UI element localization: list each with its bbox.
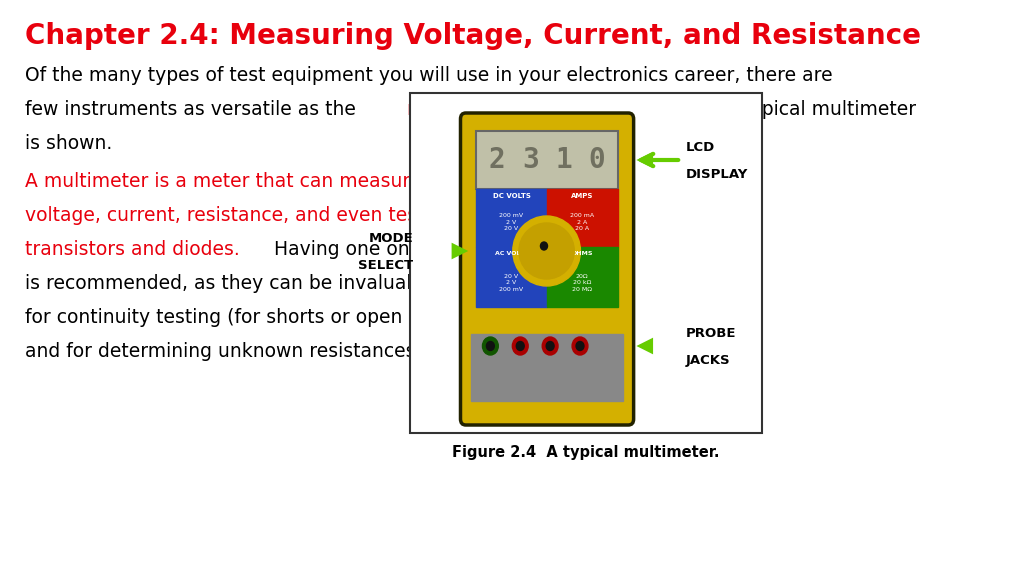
Text: Figure 2.4  A typical multimeter.: Figure 2.4 A typical multimeter. <box>453 445 720 460</box>
Text: for continuity testing (for shorts or open circuits): for continuity testing (for shorts or op… <box>25 308 482 327</box>
Text: JACKS: JACKS <box>685 354 730 367</box>
Text: Of the many types of test equipment you will use in your electronics career, the: Of the many types of test equipment you … <box>25 66 833 85</box>
Circle shape <box>546 342 554 351</box>
Bar <box>476 189 547 247</box>
Circle shape <box>482 337 499 355</box>
Text: 2: 2 <box>488 146 506 174</box>
Text: PROBE: PROBE <box>685 327 736 340</box>
Text: A multimeter is a meter that can measure: A multimeter is a meter that can measure <box>25 172 421 191</box>
Ellipse shape <box>519 223 574 279</box>
Bar <box>411 93 762 433</box>
Text: SELECT: SELECT <box>358 259 413 272</box>
Text: voltage, current, resistance, and even test: voltage, current, resistance, and even t… <box>25 206 424 225</box>
Text: 1: 1 <box>555 146 572 174</box>
Circle shape <box>516 342 524 351</box>
Text: AMPS: AMPS <box>571 193 593 199</box>
Text: DISPLAY: DISPLAY <box>685 168 748 181</box>
Circle shape <box>486 342 495 351</box>
Circle shape <box>543 337 558 355</box>
Circle shape <box>577 342 584 351</box>
Bar <box>476 247 547 307</box>
Text: Having one on your bench: Having one on your bench <box>268 240 521 259</box>
FancyBboxPatch shape <box>461 113 634 425</box>
Text: AC VOLTS: AC VOLTS <box>495 251 528 256</box>
Text: LCD: LCD <box>685 141 715 154</box>
Text: OHMS: OHMS <box>571 251 593 256</box>
Text: multimeter.: multimeter. <box>407 100 515 119</box>
Text: 200 mA
2 A
20 A: 200 mA 2 A 20 A <box>570 213 594 231</box>
Text: 0: 0 <box>589 146 605 174</box>
Text: and for determining unknown resistances.: and for determining unknown resistances. <box>25 342 421 361</box>
Text: MODE: MODE <box>369 232 413 245</box>
Bar <box>476 131 617 189</box>
Text: transistors and diodes.: transistors and diodes. <box>25 240 240 259</box>
Text: is shown.: is shown. <box>25 134 112 153</box>
Text: 20Ω
20 kΩ
20 MΩ: 20Ω 20 kΩ 20 MΩ <box>572 274 592 292</box>
Bar <box>547 189 617 247</box>
Bar <box>471 334 623 401</box>
Circle shape <box>572 337 588 355</box>
Text: 200 mV
2 V
20 V: 200 mV 2 V 20 V <box>500 213 523 231</box>
Text: few instruments as versatile as the: few instruments as versatile as the <box>25 100 361 119</box>
Text: 20 V
2 V
200 mV: 20 V 2 V 200 mV <box>500 274 523 292</box>
Circle shape <box>512 337 528 355</box>
Text: 3: 3 <box>522 146 539 174</box>
Text: is recommended, as they can be invaluable tools: is recommended, as they can be invaluabl… <box>25 274 485 293</box>
Text: Chapter 2.4: Measuring Voltage, Current, and Resistance: Chapter 2.4: Measuring Voltage, Current,… <box>25 22 921 50</box>
Bar <box>547 247 617 307</box>
Text: In Figure 2.4 below, a typical multimeter: In Figure 2.4 below, a typical multimete… <box>529 100 915 119</box>
Text: DC VOLTS: DC VOLTS <box>493 193 530 199</box>
Circle shape <box>541 242 548 250</box>
Ellipse shape <box>513 216 581 286</box>
